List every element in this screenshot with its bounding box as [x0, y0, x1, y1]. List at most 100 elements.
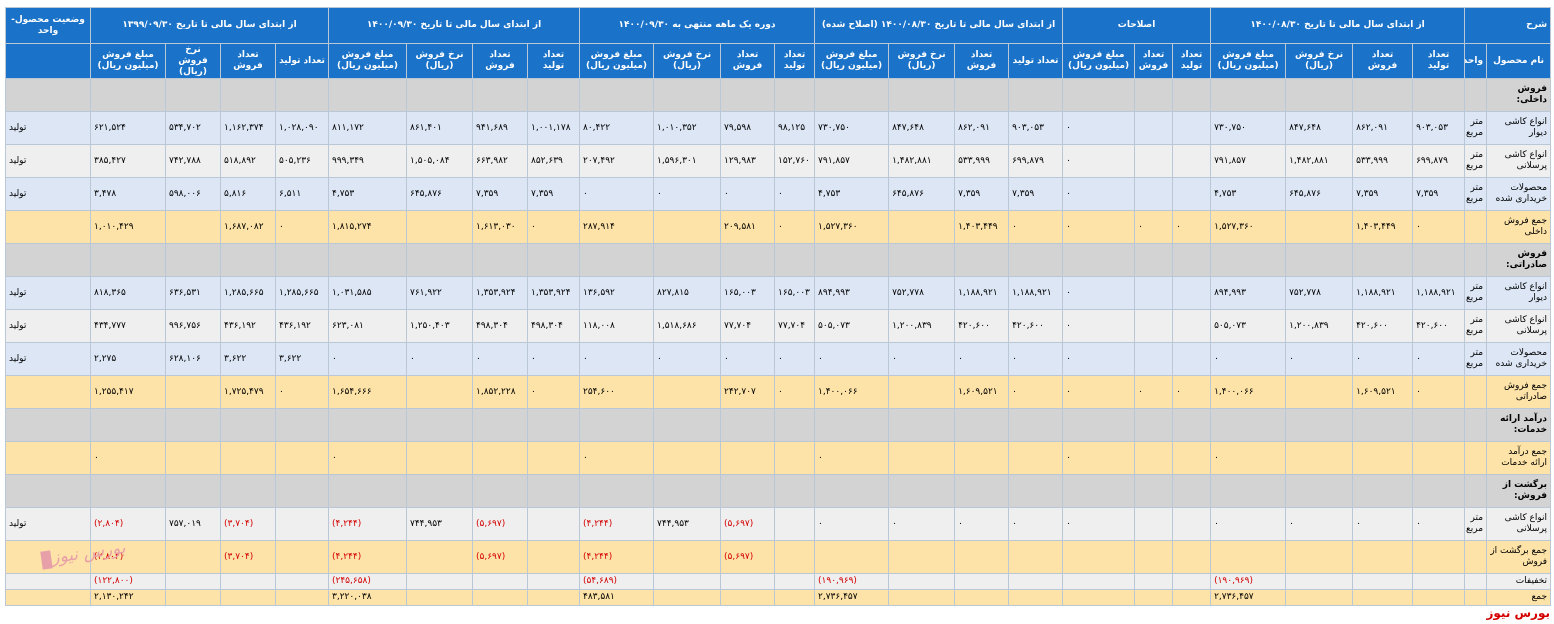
empty-cell — [1412, 474, 1466, 508]
value-cell: ۱,۴۸۲,۸۸۱ — [888, 144, 956, 178]
value-cell: ۱,۴۰۰,۰۶۶ — [1210, 375, 1287, 409]
value-cell — [1352, 589, 1414, 606]
row-label: فروش داخلی: — [1486, 78, 1552, 112]
value-cell: ۱۱۸,۰۰۸ — [578, 309, 655, 343]
value-cell: ۷۵۲,۷۷۸ — [888, 276, 956, 310]
empty-cell — [1352, 78, 1414, 112]
value-cell: ۸۹۴,۹۹۳ — [1210, 276, 1287, 310]
value-cell — [888, 441, 956, 475]
total-row: جمع فروش داخلی ۰ ۱,۴۰۳,۴۴۹ ۱,۵۲۷,۳۶۰ ۰ ۰ ۰ ۰ ۱,۴… — [5, 210, 1552, 244]
header-group: وضعیت محصول-واحد — [5, 7, 91, 44]
value-cell — [1008, 540, 1064, 574]
value-cell: (۵۴,۶۸۹) — [578, 573, 655, 590]
empty-cell — [165, 78, 221, 112]
value-cell — [472, 441, 528, 475]
value-cell: ۰ — [328, 441, 407, 475]
value-cell: (۲,۸۰۴) — [90, 540, 166, 574]
empty-cell — [888, 78, 956, 112]
value-cell: ۱,۵۱۸,۶۸۶ — [653, 309, 722, 343]
value-cell: ۱۶۵,۰۰۳ — [720, 276, 776, 310]
empty-cell — [1134, 243, 1174, 277]
section-row: فروش صادراتی: — [5, 243, 1552, 277]
value-cell: ۸۶۲,۰۹۱ — [1352, 111, 1414, 145]
row-label: جمع درآمد ارائه خدمات — [1486, 441, 1552, 475]
value-cell: ۵۱۸,۸۹۲ — [220, 144, 276, 178]
total-row: جمع برگشت از فروش (۵,۶۹۷) (۴,۲۴۴) (۵,۶۹۷) (۴… — [5, 540, 1552, 574]
total-row: جمع درآمد ارائه خدمات ۰ ۰ ۰ ۰ ۰ ۰ — [5, 441, 1552, 475]
empty-cell — [1172, 78, 1212, 112]
header-subcolumn: نرخ فروش (ریال) — [888, 43, 956, 79]
value-cell — [275, 507, 329, 541]
value-cell: ۰ — [888, 342, 956, 376]
value-cell: ۰ — [1062, 507, 1136, 541]
value-cell — [1062, 540, 1136, 574]
empty-cell — [774, 474, 816, 508]
value-cell — [1172, 342, 1212, 376]
value-cell — [1412, 540, 1466, 574]
header-subcolumn-empty — [5, 43, 91, 79]
value-cell: ۰ — [1062, 210, 1136, 244]
empty-cell — [578, 243, 655, 277]
value-cell: ۷۹,۵۹۸ — [720, 111, 776, 145]
value-cell — [406, 210, 473, 244]
value-cell — [527, 441, 580, 475]
empty-cell — [527, 408, 580, 442]
value-cell: ۴۲۰,۶۰۰ — [954, 309, 1010, 343]
empty-cell — [888, 474, 956, 508]
value-cell — [814, 540, 890, 574]
empty-cell — [814, 408, 890, 442]
empty-cell — [888, 408, 956, 442]
empty-cell — [1412, 78, 1466, 112]
section-row: درآمد ارائه خدمات: — [5, 408, 1552, 442]
unit-cell — [1464, 441, 1488, 475]
empty-cell — [814, 78, 890, 112]
value-cell: ۷۹۱,۸۵۷ — [814, 144, 890, 178]
empty-cell — [1172, 408, 1212, 442]
value-cell: ۰ — [1412, 507, 1466, 541]
value-cell: ۰ — [1172, 375, 1212, 409]
value-cell — [1134, 507, 1174, 541]
header-subcolumn: تعداد فروش — [720, 43, 776, 79]
header-group: از ابتدای سال مالی تا تاریخ ۱۴۰۰/۰۸/۳۰ — [1210, 7, 1466, 44]
value-cell: ۷,۳۵۹ — [1352, 177, 1414, 211]
value-cell — [888, 210, 956, 244]
value-cell: ۰ — [328, 342, 407, 376]
row-label: انواع کاشی پرسلانی — [1486, 309, 1552, 343]
value-cell — [275, 441, 329, 475]
value-cell — [1172, 111, 1212, 145]
value-cell: ۵۳۳,۹۹۹ — [1352, 144, 1414, 178]
header-subcolumn: تعداد فروش — [1352, 43, 1414, 79]
value-cell: ۰ — [527, 375, 580, 409]
value-cell: ۰ — [578, 177, 655, 211]
value-cell — [1134, 276, 1174, 310]
header-subcolumn: تعداد تولید — [275, 43, 329, 79]
value-cell: ۹۹۹,۳۴۹ — [328, 144, 407, 178]
value-cell: ۸۴۷,۶۴۸ — [1285, 111, 1354, 145]
value-cell: ۱,۰۲۸,۰۹۰ — [275, 111, 329, 145]
header-subcolumn: تعداد تولید — [527, 43, 580, 79]
value-cell: ۴۲۰,۶۰۰ — [1352, 309, 1414, 343]
value-cell — [1285, 210, 1354, 244]
value-cell — [888, 573, 956, 590]
value-cell: ۲۰۹,۵۸۱ — [720, 210, 776, 244]
empty-cell — [653, 78, 722, 112]
empty-cell — [472, 78, 528, 112]
empty-cell — [220, 78, 276, 112]
value-cell — [1134, 342, 1174, 376]
value-cell — [527, 573, 580, 590]
value-cell: ۱,۲۰۰,۸۳۹ — [888, 309, 956, 343]
value-cell — [720, 589, 776, 606]
value-cell: ۵۳۴,۷۰۲ — [165, 111, 221, 145]
empty-cell — [578, 474, 655, 508]
value-cell: ۰ — [1210, 342, 1287, 376]
value-cell — [954, 540, 1010, 574]
value-cell: ۴,۷۵۳ — [328, 177, 407, 211]
value-cell: ۸۵۲,۶۳۹ — [527, 144, 580, 178]
value-cell: ۰ — [1210, 441, 1287, 475]
value-cell: ۶۴۵,۸۷۶ — [888, 177, 956, 211]
status-cell: تولید — [5, 309, 91, 343]
value-cell: ۱,۳۵۳,۹۲۴ — [527, 276, 580, 310]
status-cell — [5, 573, 91, 590]
empty-cell — [328, 474, 407, 508]
value-cell — [165, 540, 221, 574]
